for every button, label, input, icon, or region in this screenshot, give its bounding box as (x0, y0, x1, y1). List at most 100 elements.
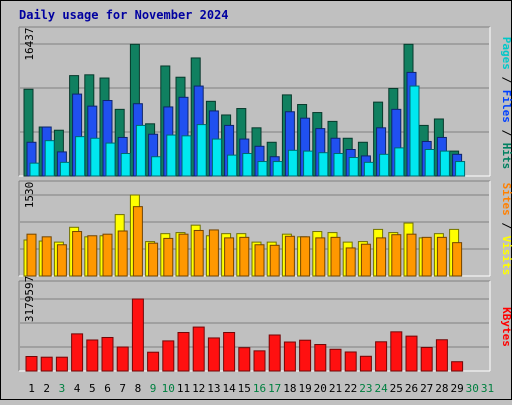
bar-sites (178, 233, 189, 277)
bar-pages (211, 138, 222, 177)
bar-kbytes (405, 335, 418, 372)
bar-kbytes (116, 346, 129, 372)
bar-kbytes (268, 334, 281, 372)
bar-sites (41, 236, 52, 277)
panel-kbytes: 3179597 KBytes (18, 276, 512, 372)
series-pages (29, 85, 466, 177)
day-label: 30 (466, 382, 479, 395)
bar-sites (300, 236, 311, 277)
bar-pages (166, 134, 177, 177)
bar-pages (227, 154, 238, 177)
bar-sites (269, 244, 280, 277)
bar-pages (151, 156, 162, 177)
side-legend: Sites / Visits (500, 183, 512, 276)
chart-title: Daily usage for November 2024 (19, 8, 229, 22)
side-legend-word: / (500, 70, 512, 90)
bar-pages (318, 152, 329, 177)
day-label: 15 (238, 382, 251, 395)
bar-kbytes (344, 351, 357, 372)
side-legend-word: Pages (500, 37, 512, 70)
day-labels: 1 2 3 4 5 6 7 8 9 10 11 12 13 14 15 16 17 18 19 20 21 22 23 24 2… (28, 382, 494, 395)
bar-sites (87, 235, 98, 277)
panel-hits-files-pages: 16437 Pages / Files / Hits (18, 26, 512, 177)
bar-kbytes (86, 339, 99, 372)
bar-pages (90, 137, 101, 177)
day-label: 9 (150, 382, 157, 395)
bar-pages (348, 157, 359, 177)
bar-sites (148, 242, 159, 277)
day-label: 24 (374, 382, 388, 395)
bar-sites (315, 237, 326, 277)
bar-kbytes (314, 344, 327, 372)
bar-sites (224, 237, 235, 277)
day-label: 13 (207, 382, 220, 395)
day-label: 11 (177, 382, 190, 395)
bar-pages (257, 161, 268, 177)
bar-pages (455, 161, 466, 177)
bar-kbytes (101, 336, 114, 372)
day-label: 1 (28, 382, 35, 395)
chart-panels: 16437 Pages / Files / Hits 1530 Sites / Vis… (18, 26, 512, 372)
bar-sites (452, 242, 463, 277)
bar-sites (102, 233, 113, 277)
day-label: 16 (253, 382, 266, 395)
axis-max-label: 16437 (23, 27, 36, 60)
day-label: 29 (450, 382, 463, 395)
day-label: 6 (104, 382, 111, 395)
day-label: 19 (298, 382, 311, 395)
day-label: 17 (268, 382, 281, 395)
side-legend-word: / (500, 216, 512, 236)
bar-kbytes (71, 333, 84, 372)
bar-sites (26, 233, 37, 277)
bar-kbytes (329, 348, 342, 372)
bar-pages (424, 148, 435, 177)
day-label: 18 (283, 382, 296, 395)
bar-pages (29, 162, 40, 177)
day-label: 31 (481, 382, 494, 395)
bar-kbytes (420, 346, 433, 372)
day-label: 25 (390, 382, 403, 395)
bar-pages (135, 124, 146, 177)
bar-kbytes (25, 356, 38, 372)
bar-pages (44, 140, 55, 177)
bar-pages (242, 153, 253, 177)
side-legend-word: Sites (500, 183, 512, 216)
day-label: 20 (314, 382, 327, 395)
bar-kbytes (435, 339, 448, 372)
side-legend: KBytes (500, 307, 512, 347)
day-label: 5 (89, 382, 96, 395)
panel-visits-sites: 1530 Sites / Visits (18, 180, 512, 277)
bar-sites (72, 231, 83, 277)
bar-sites (330, 236, 341, 277)
bar-kbytes (55, 356, 68, 372)
day-label: 23 (359, 382, 372, 395)
bar-sites (284, 235, 295, 277)
bar-sites (193, 229, 204, 277)
bar-kbytes (192, 326, 205, 372)
bar-sites (117, 230, 128, 277)
bar-sites (436, 236, 447, 277)
bar-pages (75, 136, 86, 177)
day-label: 3 (59, 382, 66, 395)
bar-pages (439, 150, 450, 177)
day-label: 27 (420, 382, 433, 395)
bar-pages (303, 150, 314, 177)
bar-kbytes (253, 350, 266, 372)
day-label: 12 (192, 382, 205, 395)
bar-pages (394, 147, 405, 177)
bar-pages (409, 85, 420, 177)
bar-kbytes (223, 332, 236, 372)
bar-kbytes (131, 298, 144, 372)
day-label: 22 (344, 382, 357, 395)
side-legend-word: Visits (500, 236, 512, 276)
day-label: 4 (74, 382, 81, 395)
bar-kbytes (177, 332, 190, 372)
bar-pages (181, 135, 192, 177)
bar-kbytes (359, 355, 372, 372)
day-label: 14 (222, 382, 236, 395)
bar-pages (379, 153, 390, 177)
day-label: 7 (119, 382, 126, 395)
bar-sites (254, 244, 265, 277)
